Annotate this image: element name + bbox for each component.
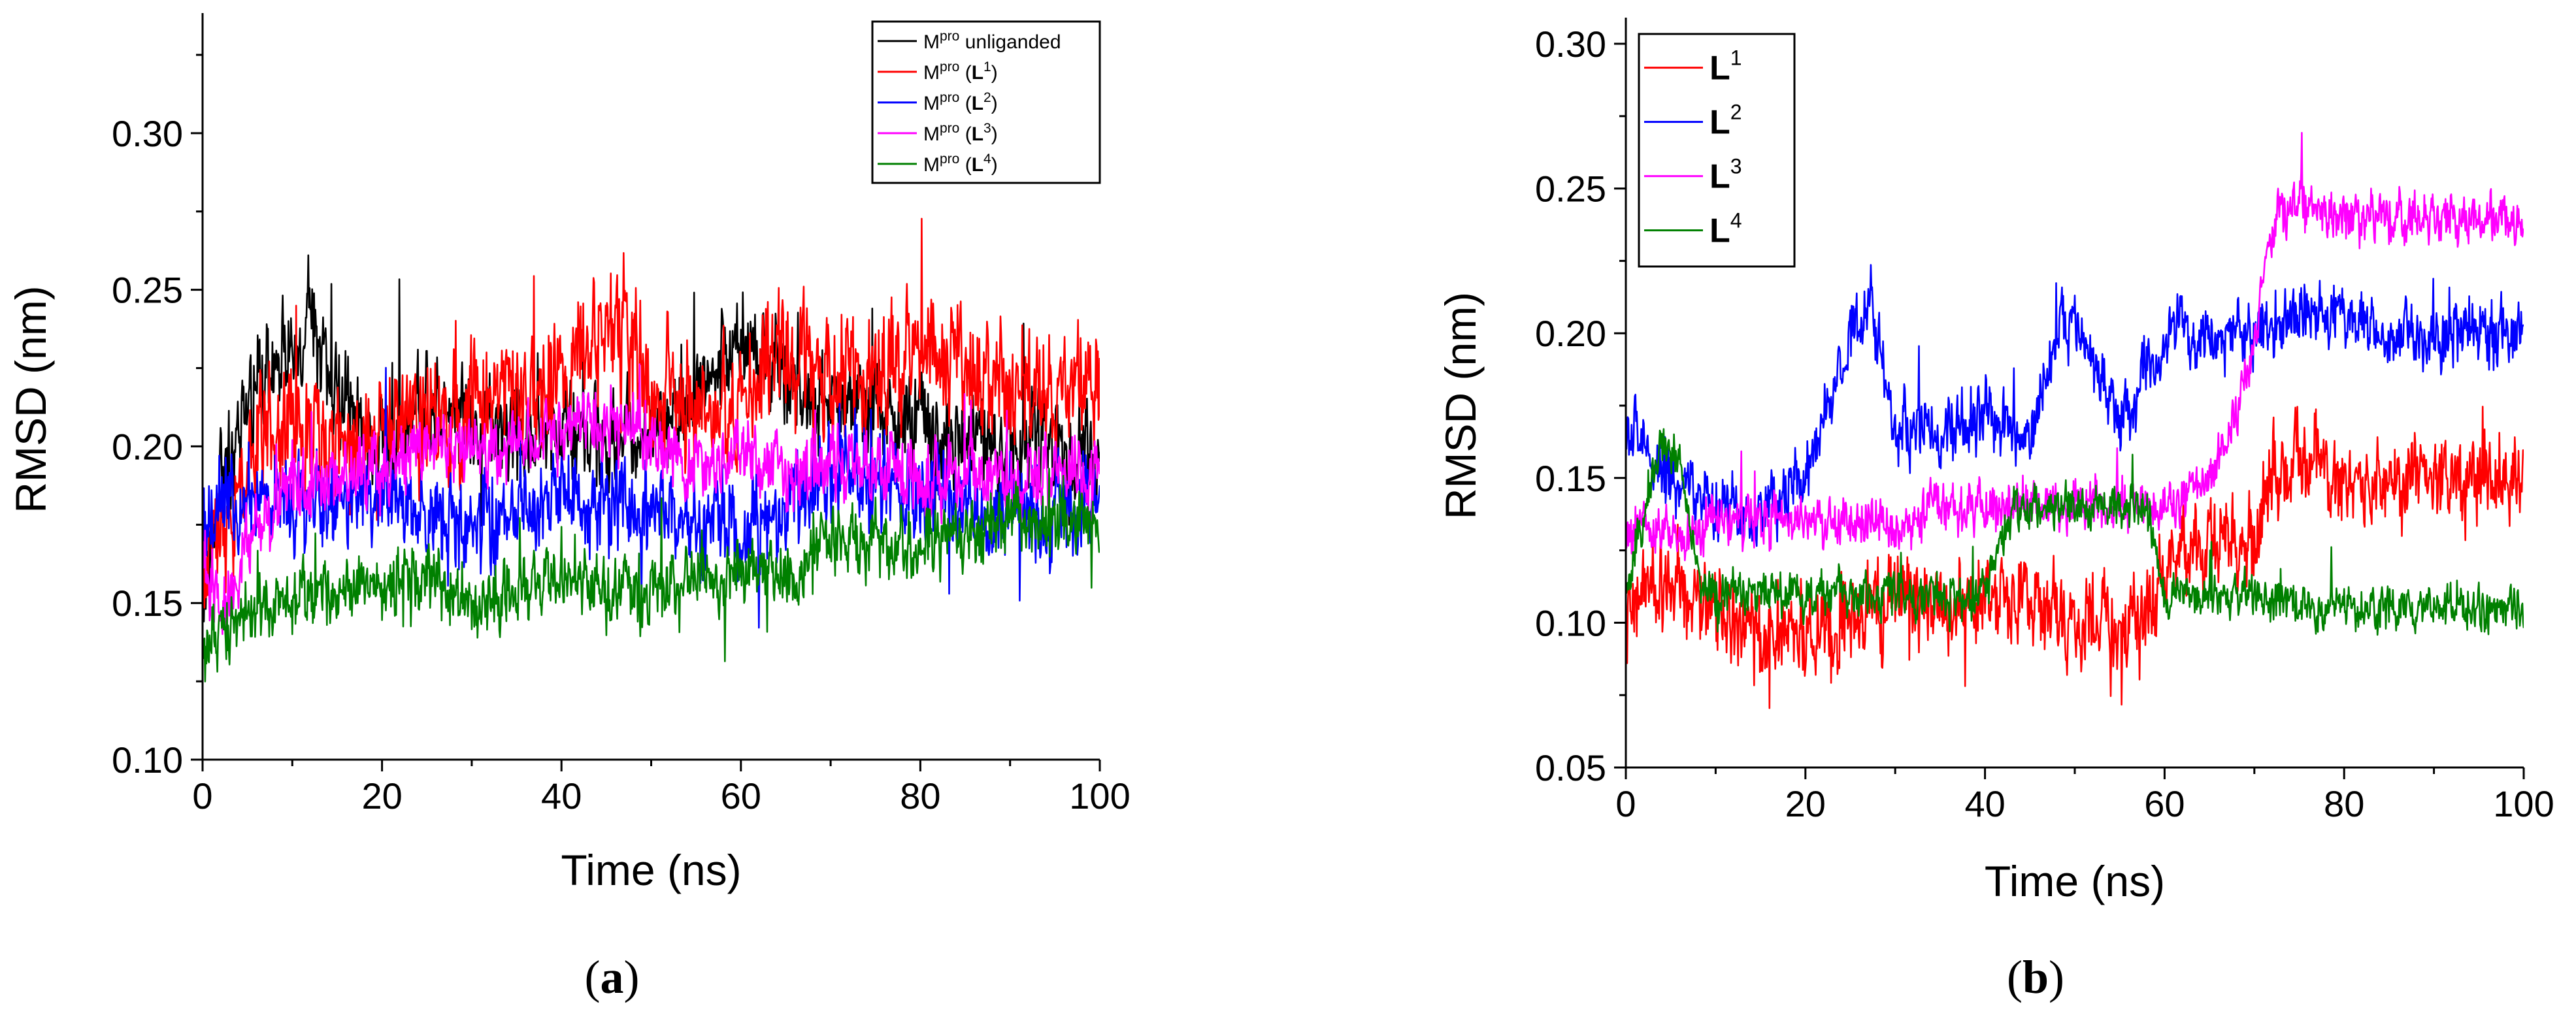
series-group — [203, 218, 1100, 683]
series-line-l3 — [1626, 132, 2524, 562]
x-tick-label: 0 — [192, 775, 212, 816]
y-tick-label: 0.20 — [112, 426, 183, 467]
panel-a: 0 20 40 60 80 100 0.10 0.15 0.20 0.25 0.30 Time (ns… — [7, 13, 1131, 1003]
panel-b: 0 20 40 60 80 100 0.05 0.10 0.15 0.20 0.25 0.30 Time… — [1436, 18, 2554, 1003]
y-axis-title: RMSD (nm) — [7, 285, 55, 513]
legend: L1 L2 L3 L4 — [1638, 33, 1796, 268]
y-tick-label: 0.10 — [1535, 602, 1606, 643]
y-axis-title: RMSD (nm) — [1436, 292, 1485, 519]
legend-box — [1638, 33, 1796, 268]
x-tick-label: 80 — [900, 775, 940, 816]
legend-entry: L4 — [1709, 209, 1742, 250]
legend-entry: Mpro (L1) — [923, 59, 998, 84]
x-tick-label: 40 — [1964, 783, 2005, 824]
x-tick-label: 60 — [2144, 783, 2185, 824]
series-line-mpro-l3- — [203, 363, 1100, 636]
x-tick-label: 60 — [721, 775, 761, 816]
y-tick-label: 0.15 — [112, 583, 183, 624]
y-tick-label: 0.30 — [1535, 24, 1606, 65]
y-tick-label: 0.25 — [112, 270, 183, 311]
series-line-l4 — [1626, 428, 2524, 636]
legend-entry: Mpro (L2) — [923, 90, 998, 114]
series-group — [1626, 132, 2524, 709]
legend: Mpro unliganded Mpro (L1) Mpro (L2) Mpro (L… — [871, 20, 1101, 184]
panel-label: (b) — [2007, 951, 2064, 1003]
series-line-l1 — [1626, 406, 2524, 709]
panel-label: (a) — [585, 951, 640, 1003]
y-tick-label: 0.30 — [112, 113, 183, 154]
legend-entry: Mpro (L3) — [923, 121, 998, 145]
x-tick-label: 80 — [2324, 783, 2364, 824]
x-axis-title: Time (ns) — [561, 846, 741, 894]
x-axis-title: Time (ns) — [1985, 857, 2165, 905]
legend-entry: Mpro unliganded — [923, 29, 1061, 53]
y-tick-label: 0.05 — [1535, 747, 1606, 788]
x-tick-label: 20 — [361, 775, 402, 816]
x-tick-label: 0 — [1615, 783, 1636, 824]
legend-entry: Mpro (L4) — [923, 152, 998, 176]
x-tick-label: 100 — [2493, 783, 2554, 824]
legend-entry: L3 — [1709, 155, 1742, 196]
series-line-mpro-l4- — [203, 468, 1100, 683]
y-tick-label: 0.20 — [1535, 313, 1606, 354]
y-tick-label: 0.25 — [1535, 169, 1606, 210]
y-tick-label: 0.15 — [1535, 458, 1606, 499]
x-tick-label: 100 — [1069, 775, 1130, 816]
series-line-mpro-l2- — [203, 366, 1100, 629]
y-tick-label: 0.10 — [112, 739, 183, 781]
x-tick-label: 40 — [541, 775, 582, 816]
legend-entry: L2 — [1709, 101, 1742, 142]
x-tick-label: 20 — [1785, 783, 1826, 824]
legend-entry: L1 — [1709, 46, 1742, 88]
